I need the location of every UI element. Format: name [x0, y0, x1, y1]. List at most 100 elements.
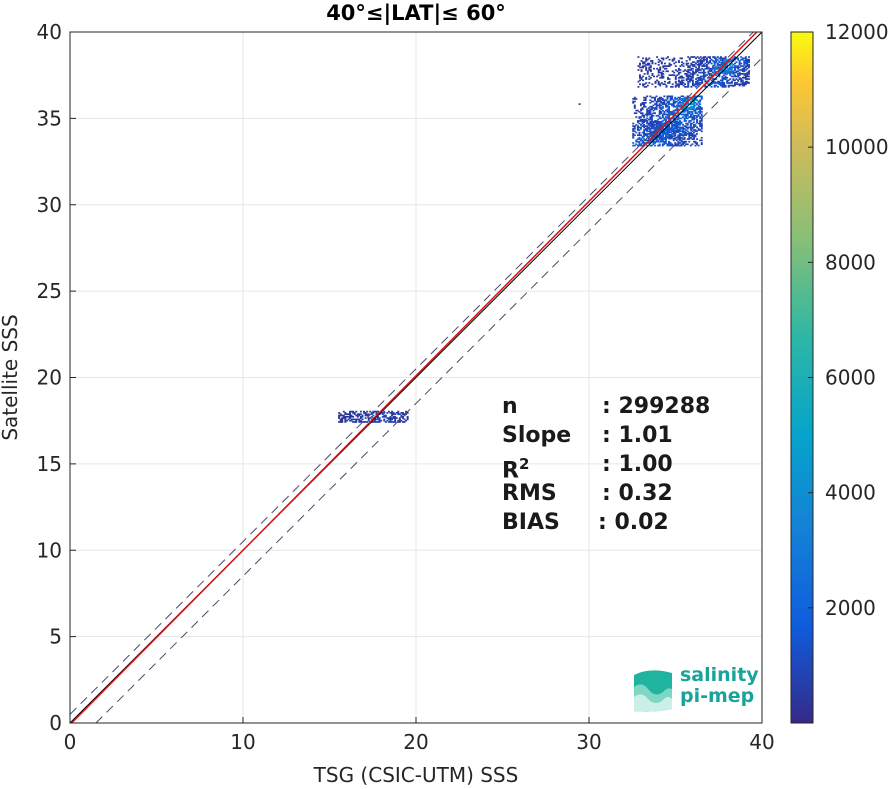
density-cell [657, 140, 660, 143]
density-cell [643, 103, 646, 105]
density-cell [686, 98, 689, 100]
density-cell [651, 74, 654, 77]
density-cell [632, 142, 635, 144]
density-cell [726, 82, 729, 84]
density-cell [733, 74, 736, 77]
density-cell [743, 70, 746, 73]
density-cell [657, 100, 660, 103]
density-cell [696, 79, 699, 82]
density-cell [339, 421, 342, 423]
density-cell [673, 58, 676, 61]
density-cell [640, 134, 642, 137]
density-cell [364, 413, 367, 416]
density-cell [688, 133, 691, 135]
density-cell [704, 67, 707, 70]
density-cell [722, 72, 725, 74]
density-cell [690, 69, 693, 71]
density-cell [646, 113, 649, 116]
y-tick-label: 20 [37, 366, 62, 390]
density-cell [690, 73, 693, 75]
density-cell [378, 421, 381, 423]
density-cell [381, 415, 384, 418]
density-cell [746, 61, 749, 64]
density-cell [732, 58, 735, 61]
density-cell [649, 70, 652, 73]
density-cell [375, 418, 378, 421]
density-cell [651, 133, 654, 136]
density-cell [350, 419, 353, 422]
density-cell [663, 100, 666, 103]
density-cell [685, 116, 688, 118]
colorbar-tick-label: 10000 [825, 135, 889, 159]
density-cell [691, 111, 694, 113]
density-cell [386, 412, 389, 414]
density-cell [668, 136, 671, 139]
density-cell [723, 78, 726, 80]
density-cell [643, 118, 646, 121]
density-cell [713, 60, 716, 63]
density-cell [359, 421, 362, 423]
density-cell [683, 99, 686, 102]
density-cell [691, 138, 694, 140]
density-cell [689, 125, 692, 127]
density-cell [733, 79, 736, 82]
density-cell [397, 410, 400, 413]
density-cell [663, 62, 666, 65]
density-cell [636, 109, 639, 112]
density-cell [641, 108, 644, 111]
density-cell [709, 84, 712, 87]
density-cell [699, 99, 702, 102]
density-cell [698, 60, 701, 62]
density-cell [716, 63, 719, 65]
density-cell [690, 105, 692, 108]
density-cell [678, 142, 681, 144]
density-cell [652, 96, 655, 99]
density-cell [633, 144, 636, 147]
density-cell [663, 113, 666, 116]
density-cell [716, 59, 719, 61]
density-cell [660, 137, 663, 140]
density-cell [674, 98, 677, 100]
density-cell [723, 62, 726, 65]
density-cell [702, 70, 705, 73]
density-cell [727, 61, 730, 64]
density-cell [632, 130, 635, 133]
density-cell [662, 135, 664, 137]
density-cell [685, 108, 688, 111]
density-cell [693, 84, 696, 87]
density-cell [650, 117, 653, 120]
density-cell [702, 57, 705, 60]
density-cell [735, 70, 738, 73]
density-cell [649, 130, 652, 132]
density-cell [702, 73, 705, 75]
density-cell [721, 63, 724, 66]
density-cell [641, 107, 644, 109]
density-cell [339, 419, 342, 422]
stat-label: RMS [502, 481, 557, 506]
density-cell [643, 138, 646, 140]
density-cell [729, 64, 732, 67]
density-cell [687, 65, 690, 67]
density-cell [691, 79, 694, 82]
density-cell [737, 79, 740, 82]
density-cell [646, 111, 649, 113]
density-cell [640, 126, 642, 129]
density-cell [699, 82, 702, 84]
density-cell [696, 143, 699, 146]
density-cell [691, 67, 694, 70]
density-cell [715, 84, 718, 87]
density-cell [681, 75, 683, 78]
density-cell [693, 61, 696, 64]
density-cell [688, 79, 691, 82]
density-cell [746, 75, 749, 78]
density-cell [688, 131, 691, 134]
density-cell [737, 70, 740, 73]
density-cell [680, 117, 683, 120]
density-cell [657, 61, 660, 64]
density-cell [697, 129, 700, 131]
density-cell [723, 83, 726, 86]
density-cell [657, 82, 660, 84]
density-cell [657, 70, 660, 73]
density-cell [691, 134, 694, 137]
density-cell [674, 78, 677, 80]
